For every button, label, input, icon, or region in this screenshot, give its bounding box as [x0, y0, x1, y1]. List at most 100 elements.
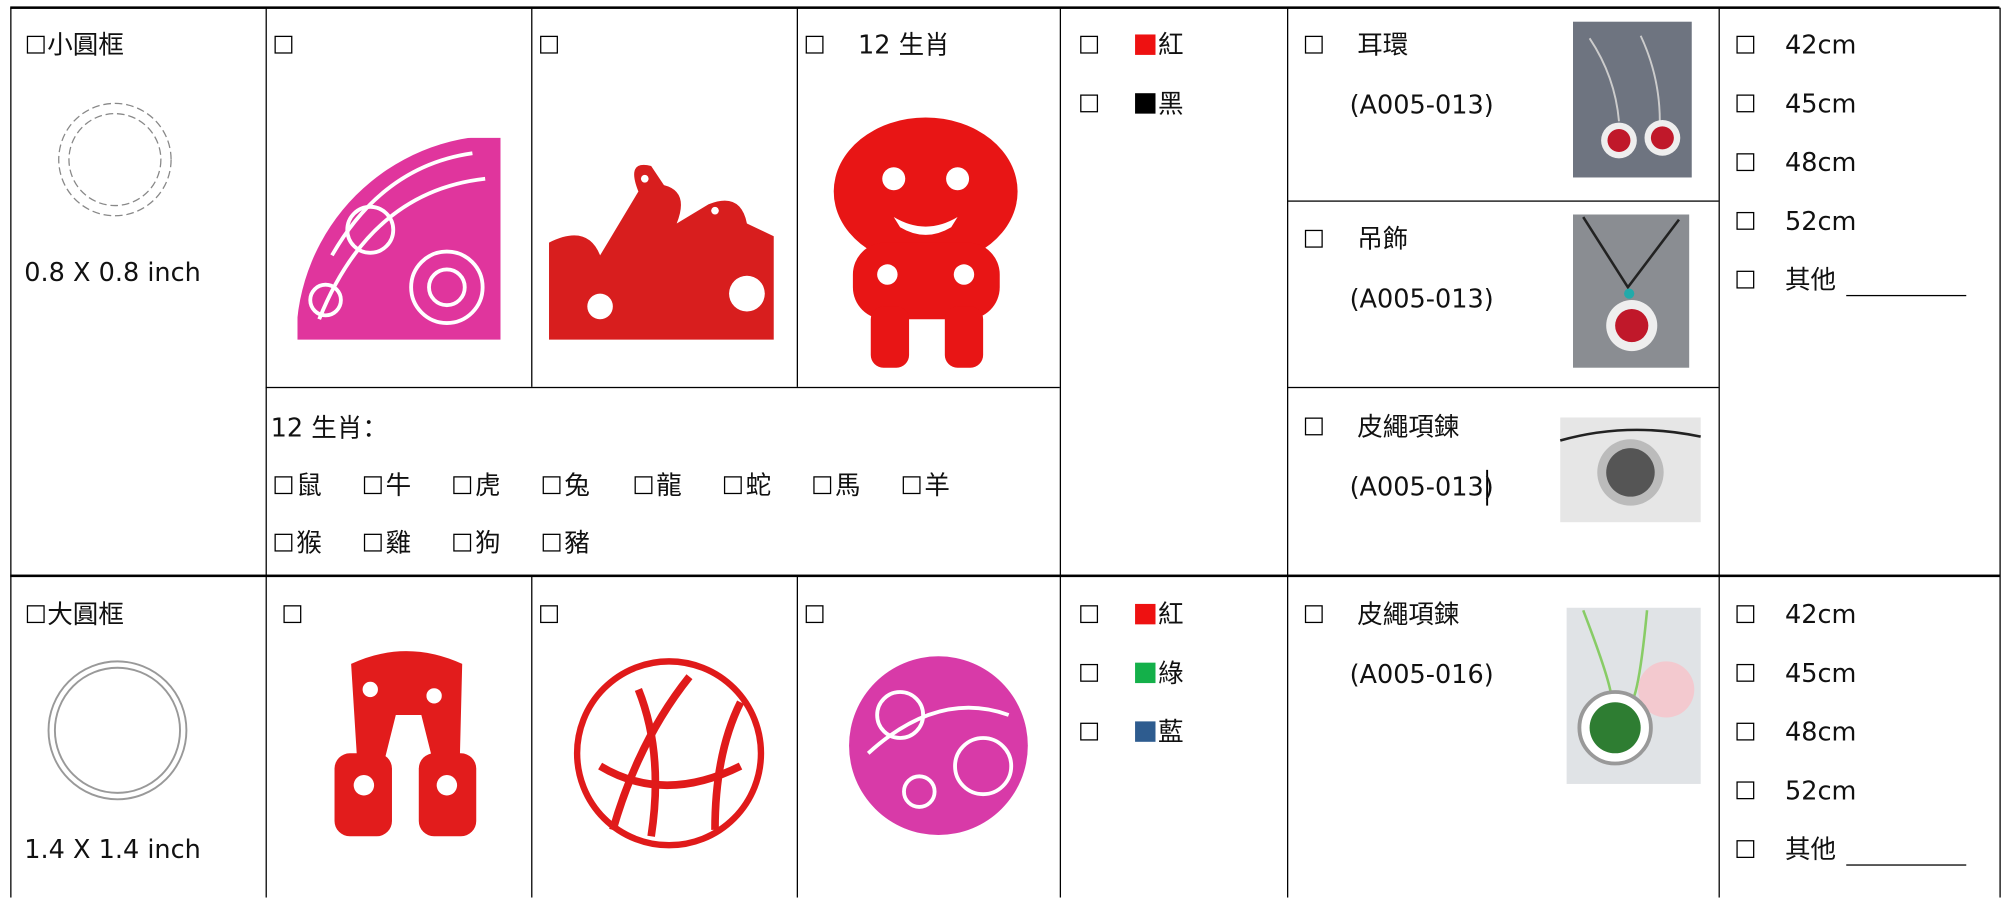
checkbox	[1736, 211, 1755, 230]
checkbox	[453, 533, 472, 552]
frame-name: 小圓框	[47, 29, 124, 61]
table-border	[10, 574, 2000, 578]
checkbox	[723, 476, 742, 495]
checkbox	[902, 476, 921, 495]
checkbox	[26, 605, 45, 624]
pattern-birds	[549, 164, 774, 340]
checkbox	[274, 533, 293, 552]
checkbox	[26, 35, 45, 54]
zodiac-option: 牛	[385, 469, 412, 501]
length-option: 42cm	[1784, 598, 1857, 630]
table-border	[1287, 200, 1719, 202]
pattern-peony	[849, 656, 1028, 836]
fill-in-line	[1846, 294, 1967, 297]
checkbox	[542, 533, 561, 552]
checkbox	[805, 605, 824, 624]
color-name: 紅	[1158, 29, 1184, 61]
checkbox	[1736, 153, 1755, 172]
photo-necklace	[1559, 417, 1701, 523]
large-frame-icon	[47, 660, 188, 801]
length-option: 52cm	[1784, 775, 1857, 806]
table-border	[1287, 386, 1719, 389]
checkbox	[1736, 35, 1755, 54]
zodiac-option: 雞	[385, 527, 412, 558]
checkbox	[1736, 270, 1755, 289]
product-code: (A005-016)	[1349, 658, 1494, 690]
zodiac-title: 12 生肖：	[270, 412, 388, 444]
color-name: 紅	[1158, 598, 1184, 630]
zodiac-option: 鼠	[296, 469, 322, 501]
product-name: 皮繩項鍊	[1357, 411, 1460, 442]
checkbox	[283, 605, 302, 624]
zodiac-option: 虎	[474, 469, 501, 501]
text-cursor	[1486, 469, 1489, 506]
length-option: 42cm	[1784, 29, 1857, 61]
table-border	[10, 6, 2000, 9]
color-name: 黑	[1158, 88, 1184, 119]
checkbox	[1304, 605, 1323, 624]
checkbox	[1736, 94, 1755, 113]
color-name: 藍	[1158, 716, 1184, 747]
length-option: 其他	[1784, 833, 1837, 865]
checkbox	[1080, 663, 1099, 682]
checkbox	[1304, 35, 1323, 54]
table-border	[796, 575, 798, 898]
checkbox	[1304, 417, 1323, 436]
zodiac-option: 兔	[564, 469, 590, 501]
checkbox	[453, 476, 472, 495]
zodiac-option: 羊	[924, 469, 950, 501]
checkbox	[1080, 605, 1099, 624]
color-swatch	[1135, 662, 1156, 684]
color-swatch	[1135, 34, 1156, 55]
pattern-wheat	[573, 658, 765, 849]
zodiac-option: 蛇	[745, 469, 772, 501]
checkbox	[813, 476, 832, 495]
checkbox	[1736, 722, 1755, 741]
checkbox	[805, 35, 824, 54]
pattern-tiger	[833, 117, 1018, 368]
checkbox	[1736, 840, 1755, 859]
checkbox	[1736, 781, 1755, 800]
product-name: 耳環	[1357, 29, 1409, 61]
product-name: 吊飾	[1357, 223, 1409, 255]
zodiac-option: 龍	[656, 469, 682, 501]
table-border	[1999, 7, 2001, 898]
pattern-flower	[297, 137, 501, 340]
frame-size: 1.4 X 1.4 inch	[24, 833, 201, 865]
photo-necklace-green	[1566, 607, 1701, 784]
frame-size: 0.8 X 0.8 inch	[24, 256, 201, 288]
table-border	[1059, 7, 1062, 898]
table-border	[1718, 7, 1720, 898]
color-swatch	[1135, 93, 1156, 114]
checkbox	[363, 533, 382, 552]
length-option: 45cm	[1784, 88, 1857, 119]
checkbox	[274, 35, 293, 54]
fill-in-line	[1846, 864, 1967, 866]
length-option: 52cm	[1784, 205, 1857, 237]
length-option: 48cm	[1784, 146, 1857, 178]
color-swatch	[1135, 721, 1156, 742]
length-option: 48cm	[1784, 716, 1857, 747]
table-border	[796, 7, 798, 387]
small-frame-icon	[58, 102, 172, 217]
zodiac-option: 馬	[835, 469, 861, 501]
checkbox	[542, 476, 561, 495]
pattern-label: 12 生肖	[858, 29, 950, 61]
pattern-figures	[334, 651, 477, 837]
product-code: (A005-013)	[1349, 471, 1494, 502]
table-border	[1287, 7, 1289, 898]
checkbox	[1736, 663, 1755, 682]
product-code: (A005-013)	[1349, 283, 1494, 315]
checkbox	[1080, 35, 1099, 54]
zodiac-option: 狗	[474, 527, 501, 558]
checkbox	[1080, 94, 1099, 113]
checkbox	[274, 476, 293, 495]
photo-earrings	[1573, 21, 1692, 178]
checkbox	[1080, 722, 1099, 741]
checkbox	[540, 35, 558, 54]
checkbox	[1304, 229, 1323, 248]
length-option: 45cm	[1784, 657, 1857, 689]
